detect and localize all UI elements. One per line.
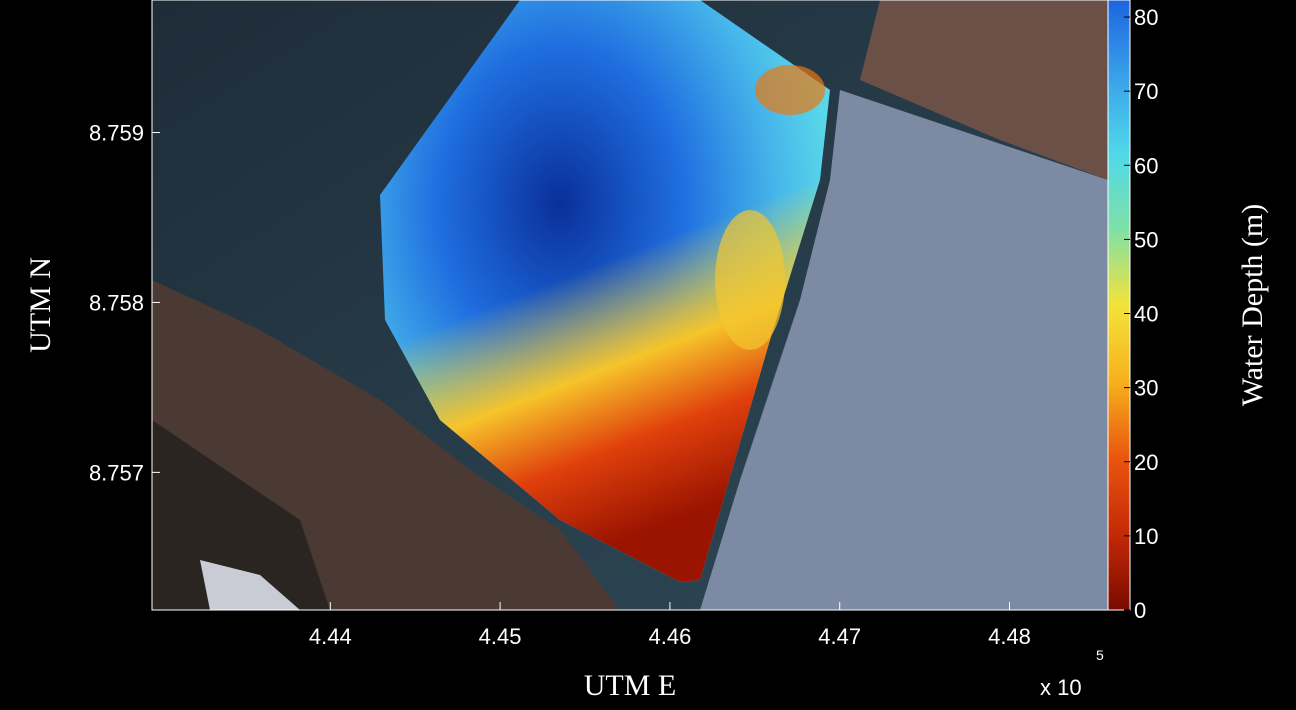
y-tick-label: 8.759 — [89, 121, 144, 146]
colorbar-tick-label: 10 — [1134, 524, 1158, 549]
x-tick-label: 4.44 — [309, 624, 352, 649]
colorbar-tick-label: 60 — [1134, 153, 1158, 178]
y-tick-label: 8.757 — [89, 460, 144, 485]
x-exponent-base: x 10 — [1040, 675, 1082, 700]
colorbar-tick-label: 30 — [1134, 376, 1158, 401]
colorbar-tick-label: 40 — [1134, 302, 1158, 327]
colorbar-tick-label: 20 — [1134, 450, 1158, 475]
shoal — [715, 210, 785, 350]
x-exponent-power: 5 — [1096, 647, 1104, 663]
x-tick-label: 4.46 — [648, 624, 691, 649]
colorbar-tick-label: 50 — [1134, 227, 1158, 252]
shoal — [755, 65, 825, 115]
x-tick-label: 4.48 — [988, 624, 1031, 649]
colorbar-tick-label: 70 — [1134, 79, 1158, 104]
y-axis-label: UTM N — [24, 257, 57, 353]
map-area — [152, 0, 1108, 610]
colorbar-tick-label: 80 — [1134, 5, 1158, 30]
y-tick-label: 8.758 — [89, 290, 144, 315]
x-tick-label: 4.45 — [479, 624, 522, 649]
colorbar-tick-label: 0 — [1134, 598, 1146, 623]
x-tick-label: 4.47 — [818, 624, 861, 649]
x-axis-label: UTM E — [584, 669, 677, 702]
colorbar-label: Water Depth (m) — [1236, 204, 1269, 407]
figure: UTM E UTM N x 10 5 Water Depth (m) 4.44 4… — [0, 0, 1296, 710]
